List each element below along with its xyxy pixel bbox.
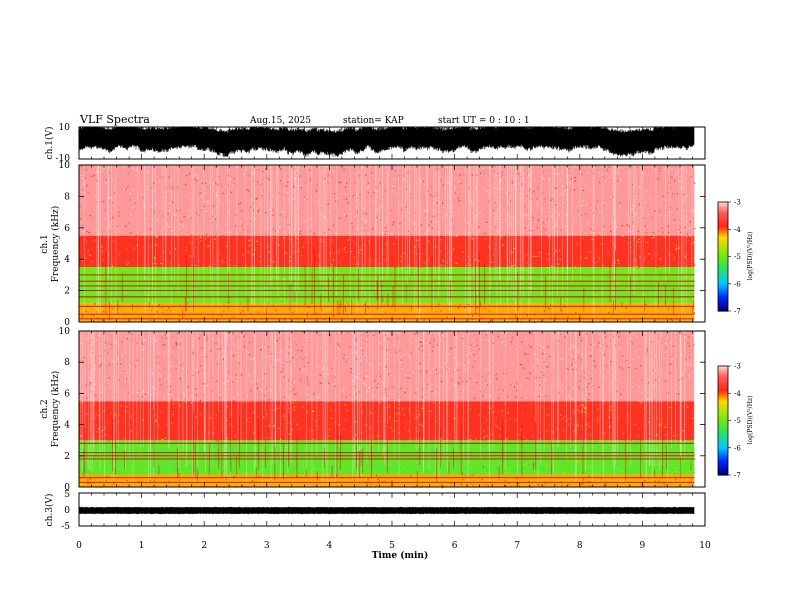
ch1-ylabel: ch.1(V) xyxy=(44,127,55,160)
time-tick-label: 9 xyxy=(640,541,646,551)
start-time-label: start UT = 0 : 10 : 1 xyxy=(438,116,530,126)
date-label: Aug.15, 2025 xyxy=(249,116,311,126)
ch1-spectrogram-panel: ch.1 Frequency (kHz) 0 2 4 6 8 10 xyxy=(40,161,706,328)
time-tick-label: 10 xyxy=(699,541,711,551)
ch1-spectrogram-band-3 xyxy=(79,165,695,236)
ch2-spectrogram-colorbar-tick: -4 xyxy=(734,390,741,398)
ch2-spectrogram-colorbar-tick: -3 xyxy=(734,363,741,371)
ch1-spectrogram-band-2 xyxy=(79,235,695,268)
ch1-spectrogram-colorbar-tick: -6 xyxy=(734,280,741,288)
time-tick-label: 7 xyxy=(514,541,520,551)
ch1-spectrogram-ytick-label: 2 xyxy=(64,287,70,297)
ch1-spectrogram-ytick-label: 10 xyxy=(59,161,71,171)
figure-title: VLF Spectra xyxy=(79,113,150,126)
time-tick-label: 1 xyxy=(139,541,145,551)
ch2-spectrogram-bands xyxy=(79,331,695,487)
ch3-ytick-bottom: -5 xyxy=(61,522,70,532)
time-tick-marks xyxy=(78,127,706,526)
ch1-spec-ylabel-channel: ch.1 xyxy=(40,234,50,253)
ch1-colorbar-label: log(PSD)(V²/Hz) xyxy=(747,232,754,281)
ch1-waveform-panel: ch.1(V) 10 -10 xyxy=(44,123,706,164)
ch2-spectrogram-colorbar-tick: -5 xyxy=(734,417,741,425)
ch2-spectrogram-ytick-label: 2 xyxy=(64,452,70,462)
ch1-spectrogram-colorbar-ramp xyxy=(718,202,728,312)
ch2-spectrogram-ytick-label: 8 xyxy=(64,358,70,368)
ch2-spectrogram-band-3 xyxy=(79,331,695,402)
ch2-colorbar: log(PSD)(V²/Hz) -3 -4 -5 -6 -7 xyxy=(717,363,754,480)
ch3-ytick-top: 5 xyxy=(64,490,70,500)
ch2-spectrogram-colorbar-tick: -7 xyxy=(734,472,741,480)
ch1-ytick-bottom: -10 xyxy=(56,154,71,164)
ch2-spectrogram-band-0 xyxy=(79,474,695,487)
ch1-spec-ylabel-frequency: Frequency (kHz) xyxy=(50,206,61,283)
ch2-spectrogram-ytick-label: 0 xyxy=(64,483,70,493)
ch2-spec-ylabel-frequency: Frequency (kHz) xyxy=(50,371,61,448)
time-tick-label: 2 xyxy=(201,541,207,551)
ch3-ylabel: ch.3(V) xyxy=(44,494,55,527)
ch2-spectrogram-colorbar-tick: -6 xyxy=(734,444,741,452)
ch2-spectrogram-ytick-label: 6 xyxy=(64,389,70,399)
time-tick-label: 5 xyxy=(389,541,395,551)
ch3-waveform-panel: ch.3(V) 5 0 -5 xyxy=(44,490,706,532)
ch3-ytick-mid: 0 xyxy=(64,506,70,516)
ch1-spectrogram-ytick-label: 4 xyxy=(64,255,70,265)
ch3-waveform-trace xyxy=(79,506,695,515)
time-axis: 0 1 2 3 4 5 6 7 8 9 10 xyxy=(76,127,711,551)
time-axis-label: Time (min) xyxy=(372,550,429,561)
ch2-spectrogram-colorbar-ramp xyxy=(718,366,728,476)
ch1-spectrogram-sferics xyxy=(78,165,693,322)
ch1-waveform-trace xyxy=(79,127,695,158)
time-tick-label: 8 xyxy=(577,541,583,551)
ch2-spectrogram-panel: ch.2 Frequency (kHz) 0 2 4 6 8 10 xyxy=(40,327,706,493)
ch1-spectrogram-colorbar-tick: -7 xyxy=(734,308,741,316)
time-tick-label: 4 xyxy=(327,541,333,551)
ch1-spectrogram-colorbar-tick: -4 xyxy=(734,226,741,234)
ch1-colorbar: log(PSD)(V²/Hz) -3 -4 -5 -6 -7 xyxy=(717,199,754,316)
station-label: station= KAP xyxy=(343,116,404,126)
ch2-spec-ylabel-channel: ch.2 xyxy=(40,399,50,418)
time-tick-label: 0 xyxy=(76,541,82,551)
ch2-spectrogram-band-2 xyxy=(79,401,695,441)
ch1-spectrogram-colorbar-tick: -5 xyxy=(734,253,741,261)
ch2-spectrogram-ytick-label: 4 xyxy=(64,421,70,431)
ch1-ytick-top: 10 xyxy=(59,123,71,133)
ch2-colorbar-label: log(PSD)(V²/Hz) xyxy=(747,396,754,445)
ch1-spectrogram-colorbar-tick: -3 xyxy=(734,199,741,207)
ch2-spectrogram-ytick-label: 10 xyxy=(59,327,71,337)
time-tick-label: 3 xyxy=(264,541,270,551)
ch1-spectrogram-band-0 xyxy=(79,303,695,322)
ch1-spectrogram-ytick-label: 0 xyxy=(64,318,70,328)
time-tick-label: 6 xyxy=(452,541,458,551)
ch1-spectrogram-ytick-label: 8 xyxy=(64,192,70,202)
ch1-spectrogram-ytick-label: 6 xyxy=(64,224,70,234)
